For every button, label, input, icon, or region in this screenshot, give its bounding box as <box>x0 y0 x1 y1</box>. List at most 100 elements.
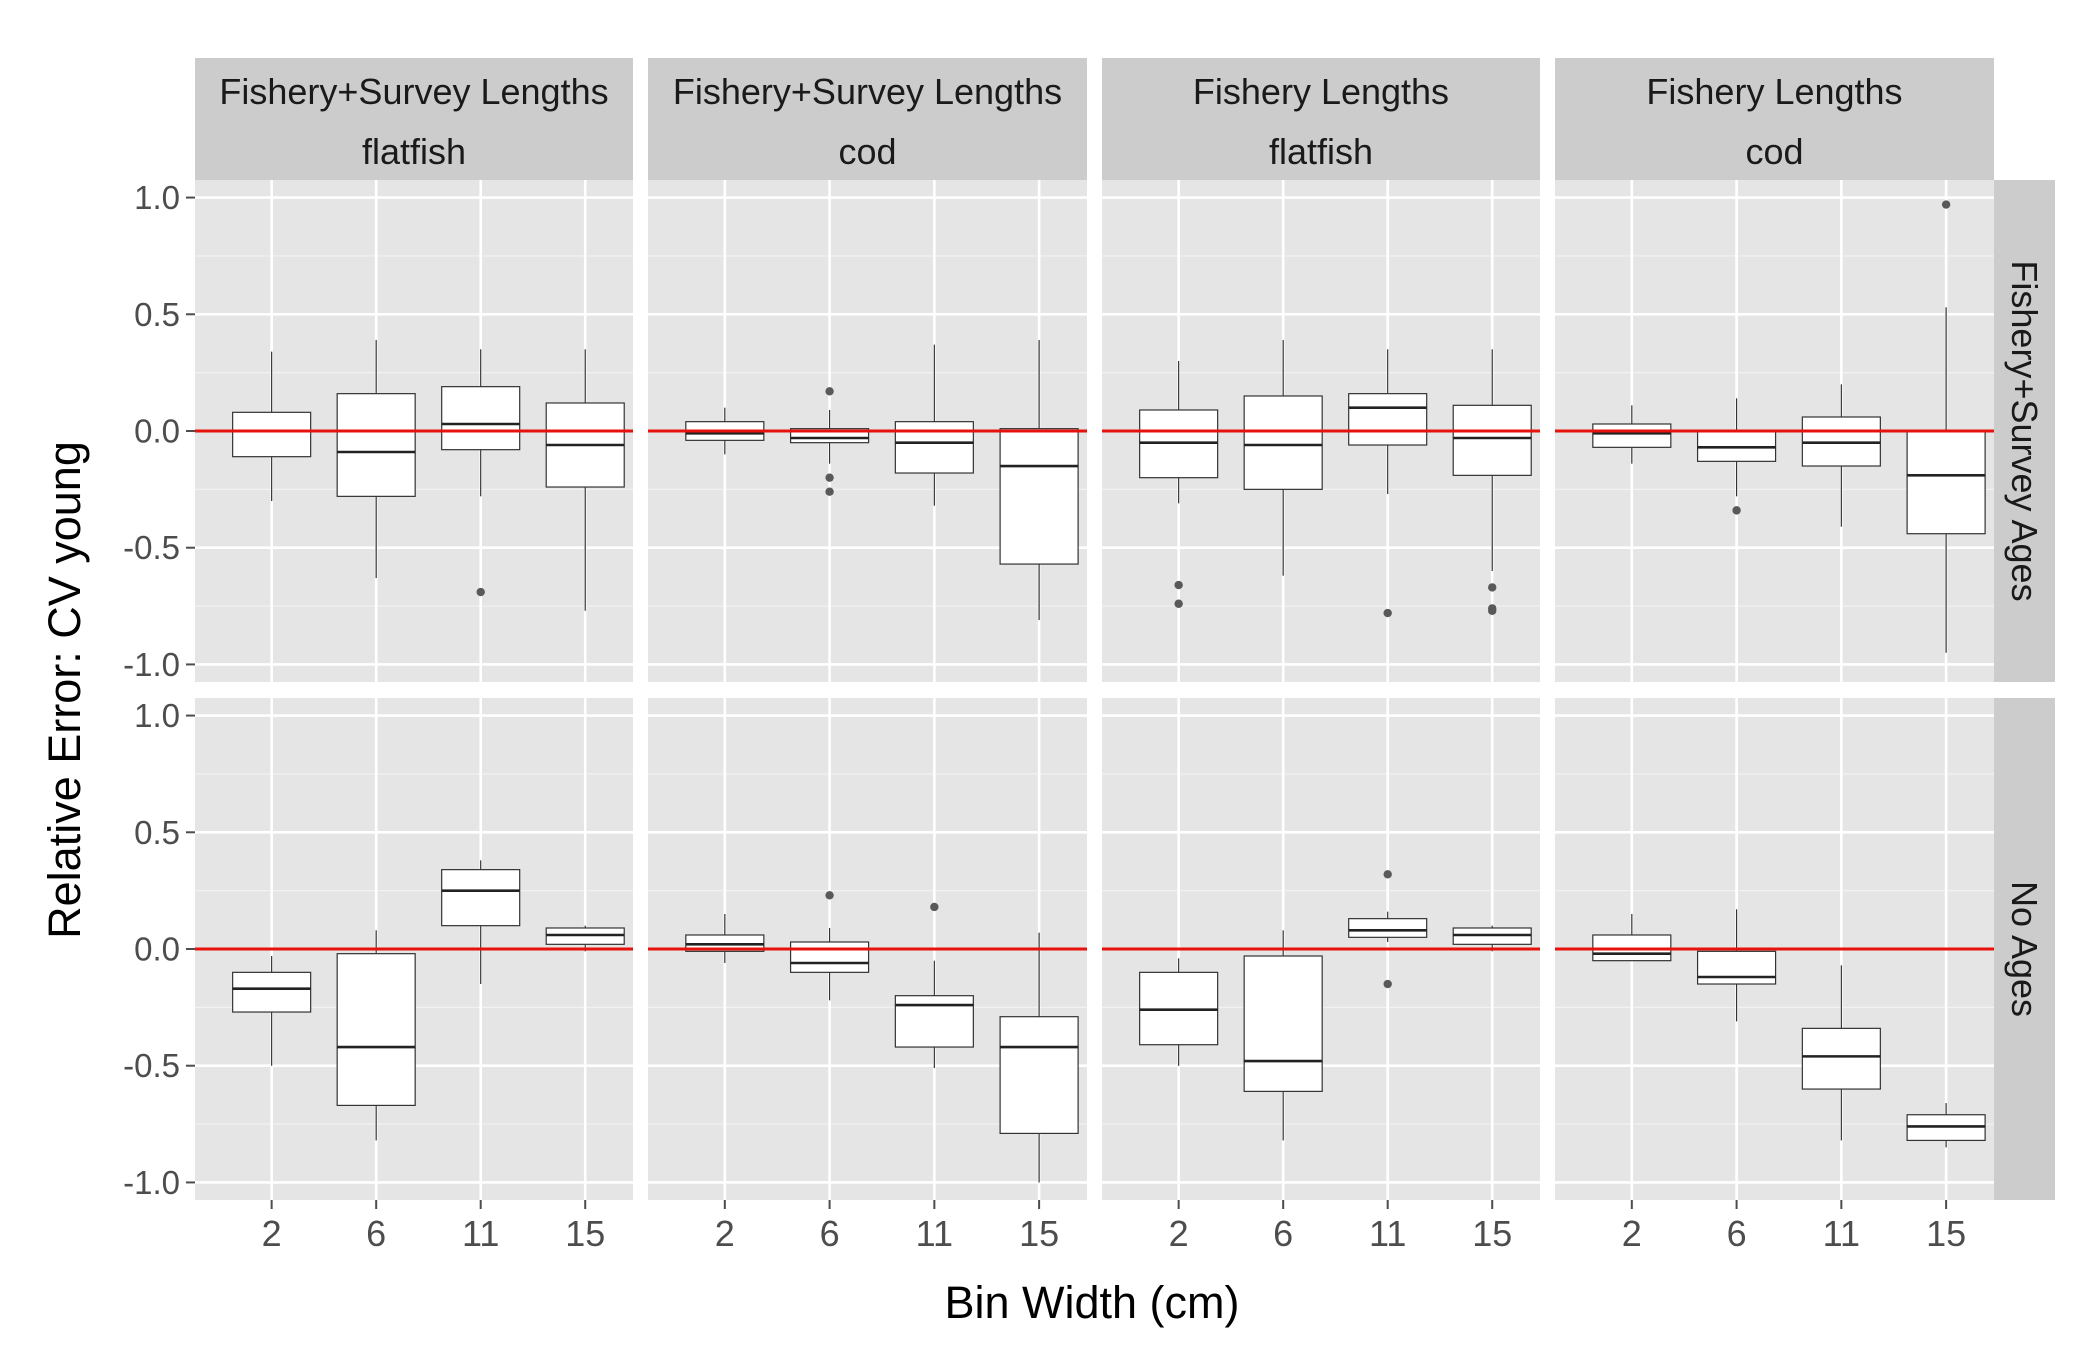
x-tick-label: 15 <box>1019 1213 1059 1254</box>
boxplot-2 <box>685 913 765 964</box>
x-tick-label: 11 <box>462 1213 499 1254</box>
y-tick-label: -1.0 <box>123 646 180 683</box>
box <box>232 971 312 1013</box>
box <box>1348 918 1428 938</box>
boxplot-11 <box>1801 965 1881 1141</box>
row-strip-label: Fishery+Survey Ages <box>2004 260 2045 601</box>
boxplot-15 <box>1906 200 1986 653</box>
y-tick-label: -0.5 <box>123 1047 180 1084</box>
box <box>789 941 870 973</box>
strip-label-top: Fishery+Survey Lengths <box>673 71 1062 112</box>
box <box>894 421 974 474</box>
panel-r1-c3 <box>1555 698 1994 1200</box>
x-axis-title: Bin Width (cm) <box>944 1277 1239 1328</box>
y-tick-label: 0.5 <box>134 814 180 851</box>
strip-background <box>1994 698 2055 1200</box>
boxplot-15 <box>545 925 625 952</box>
y-tick-label: 0.5 <box>134 296 180 333</box>
box <box>1243 955 1323 1092</box>
outlier-point <box>825 891 834 900</box>
outlier-point <box>476 587 485 597</box>
strip-label-top: Fishery Lengths <box>1193 71 1449 112</box>
x-tick-label: 2 <box>1622 1213 1642 1254</box>
outlier-point <box>1383 870 1392 879</box>
y-tick-label: -0.5 <box>123 529 180 566</box>
panel-r0-c1 <box>648 180 1087 682</box>
box <box>232 411 312 458</box>
boxplot-11 <box>441 860 521 985</box>
y-tick-label: 0.0 <box>134 931 180 968</box>
strip-label-bottom: flatfish <box>362 131 466 172</box>
column-strip-1: Fishery+Survey Lengths cod <box>648 58 1087 180</box>
boxplot-6 <box>1243 930 1323 1141</box>
strip-label-bottom: flatfish <box>1269 131 1373 172</box>
boxplot-2 <box>232 956 312 1066</box>
x-axis-col-0: 2 6 11 15 <box>262 1200 605 1254</box>
boxplot-2 <box>1139 360 1219 608</box>
x-tick-label: 2 <box>715 1213 735 1254</box>
strip-label-bottom: cod <box>838 131 896 172</box>
boxplot-6 <box>336 930 416 1141</box>
box <box>999 428 1079 565</box>
outlier-point <box>1383 979 1392 989</box>
x-axis-col-1: 2 6 11 15 <box>715 1200 1059 1254</box>
strip-background <box>1102 58 1540 180</box>
x-axis-col-2: 2 6 11 15 <box>1169 1200 1512 1254</box>
box <box>336 953 416 1106</box>
panel-r0-c0 <box>195 180 633 682</box>
y-axis-row-0: 1.0 0.5 0.0 -0.5 -1.0 <box>123 179 195 683</box>
row-strip-0: Fishery+Survey Ages <box>1994 180 2055 682</box>
outlier-point <box>1941 200 1951 209</box>
column-strip-3: Fishery Lengths cod <box>1555 58 1994 180</box>
x-tick-label: 2 <box>1169 1213 1189 1254</box>
boxplot-15 <box>999 932 1079 1183</box>
x-tick-label: 15 <box>1472 1213 1512 1254</box>
y-tick-label: 1.0 <box>134 697 180 734</box>
panel-r0-c3 <box>1555 180 1994 682</box>
outlier-point <box>1488 583 1497 592</box>
boxplot-15 <box>1452 925 1532 952</box>
strip-label-bottom: cod <box>1745 131 1803 172</box>
strip-background <box>1994 180 2055 682</box>
y-axis-title: Relative Error: CV young <box>39 441 90 939</box>
box <box>1696 950 1777 985</box>
outlier-point <box>1174 599 1183 608</box>
panel-r1-c0 <box>195 698 633 1200</box>
box <box>1801 1027 1881 1090</box>
y-axis-row-1: 1.0 0.5 0.0 -0.5 -1.0 <box>123 697 195 1201</box>
box <box>441 386 521 451</box>
outlier-point <box>1732 506 1741 515</box>
boxplot-6 <box>1696 909 1777 1022</box>
outlier-point <box>825 387 834 396</box>
boxplot-6 <box>336 339 416 579</box>
box <box>1452 404 1532 476</box>
box <box>1348 393 1428 446</box>
boxplot-11 <box>894 902 974 1069</box>
panel-r0-c2 <box>1102 180 1540 682</box>
boxplot-6 <box>1696 398 1777 515</box>
box <box>999 1016 1079 1135</box>
column-strip-0: Fishery+Survey Lengths flatfish <box>195 58 633 180</box>
y-tick-label: 1.0 <box>134 179 180 216</box>
boxplot-11 <box>1801 384 1881 527</box>
boxplot-11 <box>1348 870 1428 989</box>
box <box>336 393 416 497</box>
strip-background <box>195 58 633 180</box>
panel-r1-c1 <box>648 698 1087 1200</box>
boxplot-15 <box>545 349 625 611</box>
boxplot-15 <box>1452 349 1532 615</box>
x-tick-label: 6 <box>1273 1213 1293 1254</box>
outlier-point <box>825 473 834 482</box>
x-tick-label: 15 <box>1926 1213 1966 1254</box>
x-tick-label: 15 <box>565 1213 605 1254</box>
boxplot-2 <box>1139 958 1219 1066</box>
outlier-point <box>825 487 834 496</box>
strip-label-top: Fishery Lengths <box>1646 71 1902 112</box>
strip-background <box>1555 58 1994 180</box>
panel-r1-c2 <box>1102 698 1540 1200</box>
x-tick-label: 11 <box>916 1213 953 1254</box>
outlier-point <box>1488 606 1497 615</box>
outlier-point <box>1174 580 1183 590</box>
y-tick-label: -1.0 <box>123 1164 180 1201</box>
